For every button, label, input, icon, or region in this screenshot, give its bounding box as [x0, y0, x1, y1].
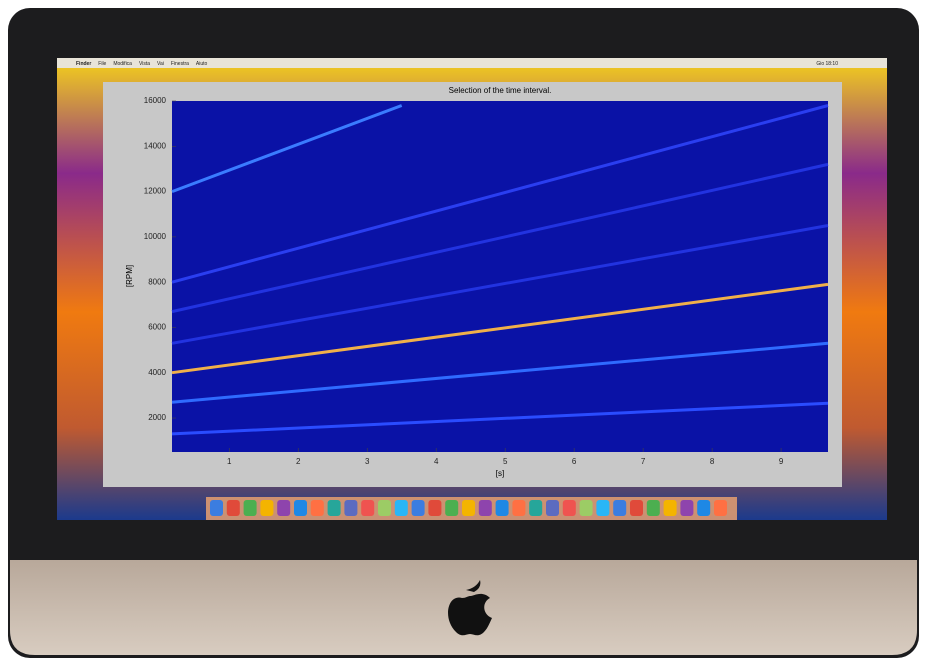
y-tick-label: 12000	[144, 187, 167, 196]
dock-icon	[328, 500, 341, 516]
dock-icon	[378, 500, 391, 516]
x-tick-label: 8	[710, 457, 715, 466]
dock-icon	[580, 500, 593, 516]
dock-icon	[697, 500, 710, 516]
chart-title: Selection of the time interval.	[449, 86, 552, 95]
dock-icon	[428, 500, 441, 516]
x-axis-label: [s]	[496, 469, 504, 478]
clock: Gio 18:10	[816, 61, 838, 67]
dock-icon	[462, 500, 475, 516]
imac-photo: Finder File Modifica Vista Vai Finestra Aiuto G…	[0, 0, 927, 661]
dock-icon	[294, 500, 307, 516]
x-tick-label: 6	[572, 457, 577, 466]
dock-icon	[714, 500, 727, 516]
x-tick-label: 3	[365, 457, 370, 466]
dock-icon	[613, 500, 626, 516]
dock-icon	[647, 500, 660, 516]
y-tick-label: 2000	[148, 413, 166, 422]
dock-icon	[210, 500, 223, 516]
dock-icon	[244, 500, 257, 516]
dock-icon	[311, 500, 324, 516]
dock-icon	[630, 500, 643, 516]
x-tick-label: 2	[296, 457, 301, 466]
dock-icon	[260, 500, 273, 516]
dock-icon	[512, 500, 525, 516]
dock-icon	[529, 500, 542, 516]
dock-icon	[412, 500, 425, 516]
page: Finder File Modifica Vista Vai Finestra Aiuto G…	[0, 0, 927, 661]
y-tick-label: 4000	[148, 368, 166, 377]
y-axis-label: [RPM]	[125, 265, 134, 287]
dock-icon	[680, 500, 693, 516]
menu-item: File	[98, 61, 106, 67]
y-tick-label: 10000	[144, 232, 167, 241]
y-tick-label: 14000	[144, 141, 167, 150]
x-tick-label: 4	[434, 457, 439, 466]
menu-item: Modifica	[113, 61, 132, 67]
dock-icon	[664, 500, 677, 516]
menu-item: Vista	[139, 61, 150, 67]
plot: 2000 4000 6000 8000 10000 12000 14000 16000 1 2 3 4…	[144, 96, 828, 466]
dock-icon	[277, 500, 290, 516]
y-tick-label: 6000	[148, 323, 166, 332]
dock-icon	[479, 500, 492, 516]
dock-icon	[496, 500, 509, 516]
menu-item: Vai	[157, 61, 164, 67]
x-tick-label: 7	[641, 457, 646, 466]
dock-icon	[361, 500, 374, 516]
y-tick-label: 16000	[144, 96, 167, 105]
dock-icon	[344, 500, 357, 516]
x-tick-label: 1	[227, 457, 232, 466]
y-tick-label: 8000	[148, 277, 166, 286]
dock-icons	[210, 500, 727, 516]
x-tick-label: 5	[503, 457, 508, 466]
menu-item: Aiuto	[196, 61, 208, 67]
menu-item: Finestra	[171, 61, 189, 67]
dock-icon	[596, 500, 609, 516]
dock-icon	[227, 500, 240, 516]
menu-item: Finder	[76, 61, 91, 67]
dock-icon	[563, 500, 576, 516]
dock-icon	[445, 500, 458, 516]
dock-icon	[395, 500, 408, 516]
dock-icon	[546, 500, 559, 516]
x-tick-label: 9	[779, 457, 784, 466]
